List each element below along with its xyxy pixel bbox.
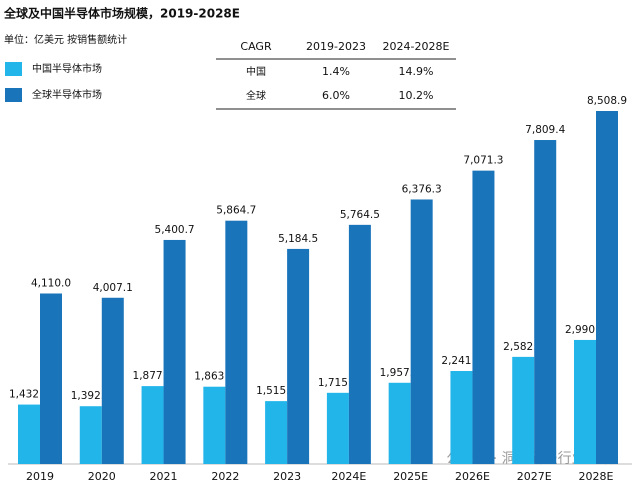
value-label: 4,110.0 [31, 277, 71, 289]
x-tick-label: 2024E [331, 470, 366, 483]
table-header: 2024-2028E [383, 40, 450, 53]
bar [225, 220, 248, 464]
bar [450, 371, 473, 464]
bar [203, 386, 226, 464]
value-label: 5,400.7 [155, 224, 195, 236]
value-label: 5,864.7 [216, 205, 256, 217]
legend-label: 全球半导体市场 [32, 88, 102, 101]
x-tick-label: 2022 [211, 470, 239, 483]
bar [472, 170, 495, 464]
legend-swatch [5, 62, 22, 76]
x-tick-label: 2027E [517, 470, 552, 483]
bar [410, 199, 433, 464]
value-label: 1,715.8 [318, 377, 358, 389]
bar [101, 297, 124, 464]
value-label: 1,515.7 [256, 385, 296, 397]
bar [348, 224, 371, 464]
table-cell: 10.2% [399, 89, 434, 102]
value-label: 6,376.3 [402, 183, 442, 195]
bar [512, 356, 535, 464]
value-label: 2,990.3 [565, 324, 605, 336]
table-cell: 全球 [246, 89, 266, 102]
chart-title: 全球及中国半导体市场规模，2019-2028E [3, 6, 240, 21]
value-label: 7,809.4 [525, 124, 565, 136]
bar [18, 404, 40, 464]
x-tick-label: 2023 [273, 470, 301, 483]
value-label: 1,432.4 [9, 389, 49, 401]
x-tick-label: 2020 [88, 470, 116, 483]
bar [141, 386, 164, 464]
bar [265, 401, 288, 464]
bar [326, 392, 349, 464]
legend-swatch [5, 88, 22, 102]
value-label: 1,957.7 [380, 367, 420, 379]
value-label: 8,508.9 [587, 95, 627, 107]
bar [40, 293, 62, 464]
table-cell: 6.0% [322, 89, 350, 102]
bar [287, 248, 310, 464]
x-tick-label: 2026E [455, 470, 490, 483]
table-cell: 14.9% [399, 65, 434, 78]
table-cell: 中国 [246, 65, 266, 78]
value-label: 1,877.4 [133, 370, 173, 382]
value-label: 2,241.6 [441, 355, 481, 367]
chart-subtitle: 单位：亿美元 按销售额统计 [4, 33, 127, 46]
x-tick-label: 2025E [393, 470, 428, 483]
value-label: 5,184.5 [278, 233, 318, 245]
x-tick-label: 2019 [26, 470, 54, 483]
value-label: 1,392.8 [71, 390, 111, 402]
bar [388, 382, 411, 464]
table-header: 2019-2023 [306, 40, 366, 53]
table-cell: 1.4% [322, 65, 350, 78]
x-tick-label: 2021 [150, 470, 178, 483]
value-label: 4,007.1 [93, 282, 133, 294]
value-label: 7,071.3 [463, 155, 503, 167]
bar [596, 111, 618, 464]
table-header: CAGR [240, 40, 272, 53]
value-label: 2,582.3 [503, 341, 543, 353]
legend-label: 中国半导体市场 [32, 62, 102, 75]
bar [79, 406, 102, 464]
bar [534, 140, 557, 464]
bar [574, 339, 596, 464]
value-label: 5,764.5 [340, 209, 380, 221]
x-tick-label: 2028E [579, 470, 614, 483]
value-label: 1,863.0 [194, 371, 234, 383]
bar [163, 239, 186, 464]
